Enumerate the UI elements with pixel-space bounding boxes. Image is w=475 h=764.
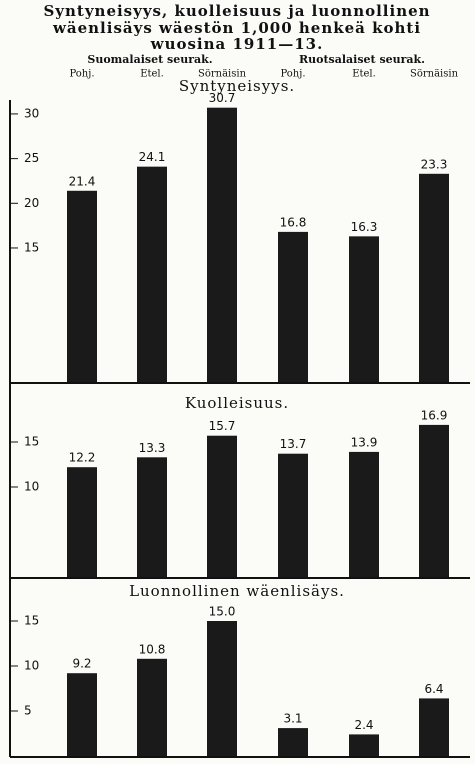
value-label: 16.9 <box>421 408 448 422</box>
value-label: 2.4 <box>354 718 373 732</box>
bar <box>278 231 308 382</box>
value-label: 15.7 <box>209 419 236 433</box>
value-label: 12.2 <box>69 451 96 465</box>
y-tick-label: 15 <box>24 240 39 254</box>
panel-title: Kuolleisuus. <box>185 394 289 412</box>
bar <box>278 453 308 577</box>
y-tick-label: 25 <box>24 151 39 165</box>
value-label: 24.1 <box>139 150 166 164</box>
value-label: 21.4 <box>69 174 96 188</box>
x-tick-label: Pohj. <box>280 69 305 80</box>
bar <box>67 673 97 756</box>
y-tick-label: 10 <box>24 480 39 494</box>
bar <box>137 658 167 756</box>
x-tick-label: Pohj. <box>69 69 94 80</box>
value-label: 23.3 <box>421 157 448 171</box>
bar <box>207 621 237 756</box>
x-tick-label: Etel. <box>352 69 376 80</box>
value-label: 16.8 <box>280 215 307 229</box>
value-label: 16.3 <box>351 220 378 234</box>
bar <box>419 173 449 382</box>
bar <box>207 435 237 577</box>
bar <box>419 698 449 756</box>
x-tick-label: Sörnäisin <box>410 69 459 80</box>
panel-title: Luonnollinen wäenlisäys. <box>129 582 345 600</box>
bar <box>137 166 167 382</box>
value-label: 13.9 <box>351 435 378 449</box>
value-label: 3.1 <box>283 712 302 726</box>
bar <box>137 457 167 577</box>
bar <box>349 734 379 756</box>
panel-title: Syntyneisyys. <box>179 77 295 95</box>
bar <box>419 424 449 577</box>
value-label: 13.3 <box>139 441 166 455</box>
value-label: 13.7 <box>280 437 307 451</box>
bar <box>207 107 237 382</box>
bar <box>278 728 308 756</box>
value-label: 10.8 <box>139 642 166 656</box>
x-tick-label: Sörnäisin <box>198 69 247 80</box>
value-label: 15.0 <box>209 605 236 619</box>
group-label: Suomalaiset seurak. <box>87 53 212 66</box>
title-line: wuosina 1911—13. <box>150 35 324 53</box>
y-tick-label: 15 <box>24 435 39 449</box>
y-tick-label: 15 <box>24 614 39 628</box>
value-label: 9.2 <box>72 657 91 671</box>
y-tick-label: 30 <box>24 106 39 120</box>
y-tick-label: 10 <box>24 659 39 673</box>
title-line: Syntyneisyys, kuolleisuus ja luonnolline… <box>43 2 430 20</box>
y-tick-label: 20 <box>24 196 39 210</box>
value-label: 6.4 <box>424 682 443 696</box>
bar <box>67 190 97 382</box>
bar <box>67 467 97 577</box>
y-tick-label: 5 <box>24 704 32 718</box>
x-tick-label: Etel. <box>140 69 164 80</box>
bar <box>349 236 379 382</box>
group-label: Ruotsalaiset seurak. <box>299 53 425 66</box>
value-label: 30.7 <box>209 91 236 105</box>
bar <box>349 451 379 577</box>
title-line: wäenlisäys wäestön 1,000 henkeä kohti <box>52 19 421 37</box>
